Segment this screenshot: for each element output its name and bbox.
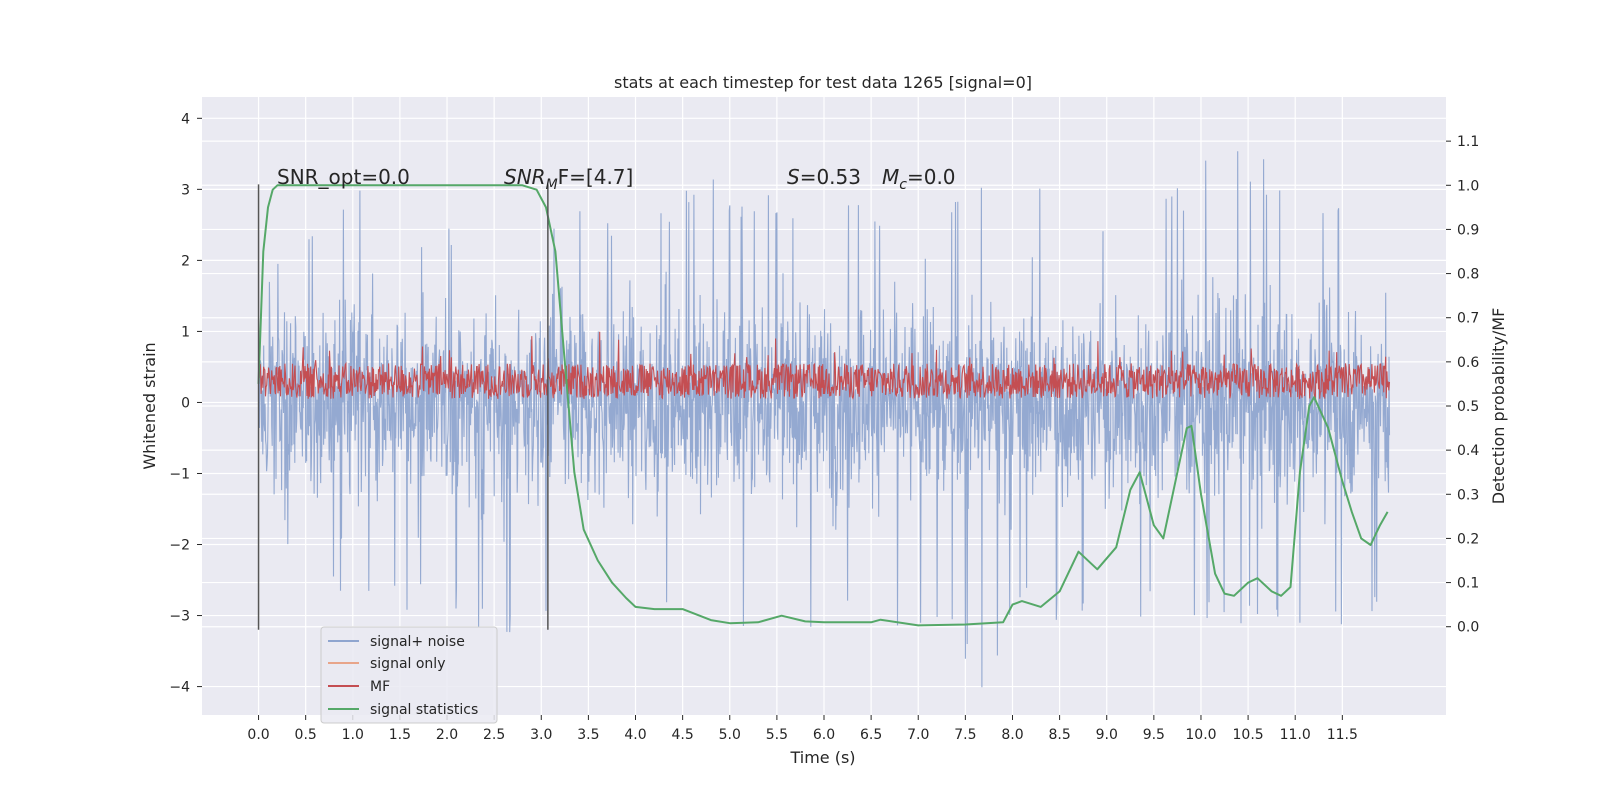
mc-symbol: M <box>882 165 899 189</box>
annotation-snr-mf: SNRMF=[4.7] <box>504 165 633 193</box>
legend-label-mf: MF <box>370 679 390 695</box>
legend-label-signal-only: signal only <box>370 656 445 672</box>
y2-tick-label: 0.3 <box>1457 487 1479 503</box>
x-tick-label: 2.0 <box>436 727 458 743</box>
vertical-markers <box>257 184 549 630</box>
x-tick-label: 5.5 <box>766 727 788 743</box>
x-tick-label: 11.5 <box>1327 727 1358 743</box>
x-tick-label: 0.5 <box>295 727 317 743</box>
series-signal-noise <box>257 151 1391 688</box>
x-tick-label: 11.0 <box>1280 727 1311 743</box>
y2-tick-label: 0.4 <box>1457 443 1479 459</box>
y-tick-label: 2 <box>181 253 190 269</box>
y-tick-label: −2 <box>169 538 190 554</box>
x-tick-label: 4.5 <box>672 727 694 743</box>
x-tick-label: 4.0 <box>624 727 646 743</box>
legend-label-signal-noise: signal+ noise <box>370 634 465 650</box>
y2-tick-label: 0.7 <box>1457 311 1479 327</box>
chart-title: stats at each timestep for test data 126… <box>614 73 1032 92</box>
y-tick-label: 1 <box>181 324 190 340</box>
x-tick-label: 10.0 <box>1185 727 1216 743</box>
y2-tick-label: 1.0 <box>1457 178 1479 194</box>
y2-tick-label: 0.2 <box>1457 531 1479 547</box>
y-axis-ticks: 4 3 2 1 0 −1 −2 −3 −4 <box>169 111 202 696</box>
snr-mf-value: F=[4.7] <box>558 165 634 189</box>
mc-subscript: c <box>899 177 907 193</box>
y2-tick-label: 0.9 <box>1457 222 1479 238</box>
s-symbol: S <box>787 165 800 189</box>
y2-tick-label: 0.5 <box>1457 399 1479 415</box>
x-tick-label: 5.0 <box>719 727 741 743</box>
y2-axis-ticks: 1.1 1.0 0.9 0.8 0.7 0.6 0.5 0.4 0.3 0.2 0.1 0.0 <box>1446 134 1479 636</box>
y-axis-label: Whitened strain <box>140 342 159 469</box>
x-axis-ticks: 0.0 0.5 1.0 1.5 2.0 2.5 3.0 3.5 4.0 4.5 5.0 5.5 6.0 6… <box>247 715 1358 743</box>
legend-label-signal-statistics: signal statistics <box>370 702 478 718</box>
annotation-snr-opt: SNR_opt=0.0 <box>277 165 410 189</box>
x-tick-label: 8.5 <box>1048 727 1070 743</box>
legend-box <box>320 626 498 724</box>
x-axis-label: Time (s) <box>789 748 855 767</box>
x-tick-label: 10.5 <box>1233 727 1264 743</box>
x-tick-label: 0.0 <box>247 727 269 743</box>
snr-mf-symbol: SNR <box>504 165 546 189</box>
x-tick-label: 3.5 <box>577 727 599 743</box>
s-value: =0.53 <box>800 165 861 189</box>
annotation-mc: Mc=0.0 <box>882 165 956 193</box>
y-tick-label: 4 <box>181 111 190 127</box>
y2-tick-label: 0.1 <box>1457 576 1479 592</box>
y-tick-label: −4 <box>169 680 190 696</box>
y2-tick-label: 1.1 <box>1457 134 1479 150</box>
x-tick-label: 9.5 <box>1143 727 1165 743</box>
y2-axis-label: Detection probability/MF <box>1489 308 1508 505</box>
x-tick-label: 3.0 <box>530 727 552 743</box>
y2-tick-label: 0.8 <box>1457 267 1479 283</box>
x-tick-label: 1.5 <box>389 727 411 743</box>
x-tick-label: 8.0 <box>1001 727 1023 743</box>
snr-mf-subscript: M <box>546 177 558 193</box>
x-tick-label: 1.0 <box>342 727 364 743</box>
x-tick-label: 7.5 <box>954 727 976 743</box>
x-tick-label: 6.0 <box>813 727 835 743</box>
y2-tick-label: 0.6 <box>1457 355 1479 371</box>
legend: signal+ noise signal only MF signal stat… <box>320 626 498 724</box>
y2-tick-label: 0.0 <box>1457 620 1479 636</box>
y-tick-label: −1 <box>169 466 190 482</box>
y-tick-label: 0 <box>181 395 190 411</box>
series-mf <box>257 331 1391 400</box>
series-signal-statistics <box>257 184 1389 627</box>
x-tick-label: 6.5 <box>860 727 882 743</box>
mc-value: =0.0 <box>907 165 956 189</box>
x-tick-label: 2.5 <box>483 727 505 743</box>
y-tick-label: −3 <box>169 609 190 625</box>
x-tick-label: 9.0 <box>1096 727 1118 743</box>
x-tick-label: 7.0 <box>907 727 929 743</box>
annotation-s: S=0.53 <box>787 165 861 189</box>
plot-content <box>257 151 1391 688</box>
y-tick-label: 3 <box>181 182 190 198</box>
